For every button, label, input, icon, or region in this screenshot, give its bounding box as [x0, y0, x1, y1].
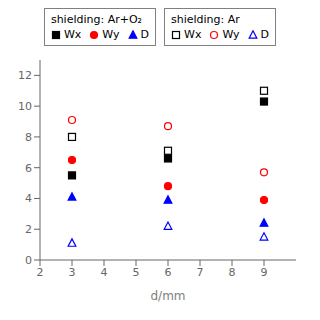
- html-text:shielding: Ar: shielding: Ar: [171, 13, 240, 26]
- svg-text:9: 9: [261, 266, 268, 279]
- svg-text:5: 5: [133, 266, 140, 279]
- html-text:Wx: Wx: [184, 28, 202, 41]
- svg-text:8: 8: [25, 131, 32, 144]
- svg-text:3: 3: [69, 266, 76, 279]
- svg-text:d/mm: d/mm: [150, 289, 185, 303]
- svg-text:7: 7: [197, 266, 204, 279]
- html-text:shielding: Ar+O₂: shielding: Ar+O₂: [50, 13, 142, 26]
- svg-text:2: 2: [37, 266, 44, 279]
- svg-text:4: 4: [25, 192, 32, 205]
- svg-text:8: 8: [229, 266, 236, 279]
- html-text:Wy: Wy: [102, 28, 120, 41]
- svg-text:2: 2: [25, 223, 32, 236]
- svg-text:4: 4: [101, 266, 108, 279]
- html-text:D: D: [140, 28, 149, 41]
- svg-text:12: 12: [18, 69, 32, 82]
- svg-text:10: 10: [18, 100, 32, 113]
- svg-text:0: 0: [25, 254, 32, 267]
- svg-text:6: 6: [165, 266, 172, 279]
- html-text:Wx: Wx: [63, 28, 82, 41]
- svg-text:6: 6: [25, 162, 32, 175]
- html-text:D: D: [260, 28, 270, 41]
- html-text:Wy: Wy: [222, 28, 240, 41]
